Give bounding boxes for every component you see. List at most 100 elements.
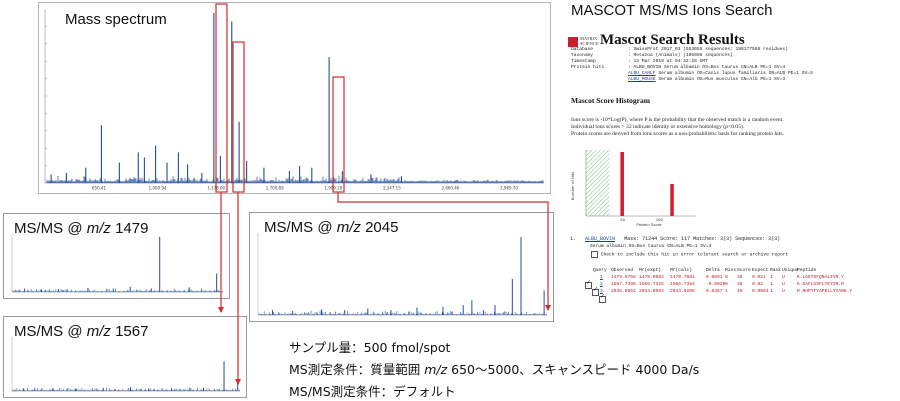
protein-hit-3: ALBU_MOUSE Serum albumin OS=Mus musculus…: [628, 77, 786, 82]
table-cell: K.LGEYGFQNALIVR.Y: [797, 275, 844, 280]
msms-title-1479: MS/MS @ m/z 1479: [14, 220, 149, 237]
search-info-row: Timestamp : 13 Mar 2019 at 04:42:25 GMT: [571, 59, 708, 64]
peptide-table: Query Observed Mr(expt) Mr(calc) Delta Miss Sc…: [0, 0, 900, 303]
query-link[interactable]: 3: [600, 289, 603, 294]
main-noise-trace: [46, 175, 544, 183]
msms-panel-2045: MS/MS @ m/z 2045: [249, 212, 554, 322]
hist-y-label: Number of Hits: [570, 172, 575, 201]
main-spectrum-title: Mass spectrum: [65, 11, 167, 28]
search-info-row: Taxonomy : Metazoa (Animals) (106996 sequ…: [571, 53, 733, 58]
table-cell: 1: [770, 289, 773, 294]
table-header: Mr(expt): [639, 268, 662, 273]
hit-description: Serum albumin OS=Bos taurus GN=ALB PE=1 …: [590, 244, 712, 249]
main-spectrum-chart: 650.41 1,000.94 1,378.00 1,700.89 1,999.28 2,…: [44, 9, 544, 191]
hit1-link[interactable]: ALBU_BOVIN: [585, 236, 616, 242]
table-cell: U: [782, 282, 785, 287]
search-info-row: Database : SwissProt 2017_03 (553655 sequ…: [571, 47, 788, 52]
table-cell: 2044.0593: [639, 289, 664, 294]
main-x-tick-label: 1,999.28: [324, 186, 342, 191]
table-cell: 40: [737, 289, 743, 294]
table-header: Unique: [782, 268, 799, 273]
table-header: Mr(calc): [670, 268, 693, 273]
msms-title-1567: MS/MS @ m/z 1567: [14, 323, 149, 340]
table-cell: 2045.0664: [611, 289, 636, 294]
table-cell: 0.0084: [752, 289, 769, 294]
table-header: Delta: [706, 268, 720, 273]
results-title: Mascot Search Results: [600, 32, 745, 48]
main-spectrum-panel: 650.41 1,000.94 1,378.00 1,700.89 1,999.28 2,…: [38, 2, 551, 194]
query-link[interactable]: 1: [600, 275, 603, 280]
table-cell: 38: [737, 275, 743, 280]
search-info-key: Protein hits: [571, 65, 605, 70]
note-msms-conditions: MS/MS測定条件：デフォルト: [289, 384, 456, 399]
table-cell: 0.021: [752, 275, 766, 280]
msms-panel-1479: MS/MS @ m/z 1479: [3, 213, 230, 299]
search-info-row: Protein hits : ALBU_BOVIN Serum albumin O…: [571, 65, 785, 70]
table-header: Query: [593, 268, 607, 273]
threshold-region: [586, 150, 610, 216]
hist-bar: [620, 152, 624, 216]
main-x-tick-label: 1,378.00: [207, 186, 225, 191]
table-header: Expect: [752, 268, 769, 273]
row-include-checkbox[interactable]: [592, 287, 599, 296]
table-cell: 2044.0206: [670, 289, 695, 294]
table-header: Observed: [611, 268, 634, 273]
matrix-science-logo-icon: [568, 37, 578, 47]
hist-x-tick: 50: [620, 217, 625, 222]
main-x-tick-label: 650.41: [92, 186, 106, 191]
table-cell: 1478.0683: [639, 275, 664, 280]
search-info-value: : 13 Mar 2019 at 04:42:25 GMT: [628, 59, 708, 64]
msms-panel-1567: MS/MS @ m/z 1567: [3, 316, 247, 398]
score-histogram: Number of Hits Protein Score 50 100: [570, 150, 696, 226]
error-tolerant-checkbox[interactable]: [591, 251, 598, 258]
table-header: Rank: [770, 268, 782, 273]
error-tolerant-row: Check to include this hit in error toler…: [591, 251, 788, 258]
table-cell: 1478.7881: [670, 275, 695, 280]
table-header: Score: [737, 268, 751, 273]
table-cell: U: [782, 275, 785, 280]
table-cell: 1: [725, 289, 728, 294]
histogram-description: Ions score is -10*Log(P), where P is the…: [571, 117, 784, 137]
search-info-key: Timestamp: [571, 59, 596, 64]
msms-noise-trace: [12, 387, 240, 391]
hist-x-tick: 100: [656, 217, 664, 222]
table-cell: 0: [725, 275, 728, 280]
table-cell: K.DAFLGSFLYEYSR.R: [797, 282, 844, 287]
msms-title-2045: MS/MS @ m/z 2045: [264, 219, 399, 236]
msms-noise-trace: [12, 288, 223, 292]
hit2-link[interactable]: ALBU_CANLF: [628, 71, 656, 76]
main-x-tick-label: 2,347.15: [383, 186, 401, 191]
main-x-tick-label: 1,000.94: [149, 186, 167, 191]
protein-hit-2: ALBU_CANLF Serum albumin OS=Canis lupus …: [628, 71, 813, 76]
row-include-checkbox[interactable]: [585, 280, 592, 289]
main-x-tick-label: 2,660.46: [442, 186, 460, 191]
query-link[interactable]: 2: [600, 282, 603, 287]
search-info-key: Database: [571, 47, 594, 52]
histogram-title: Mascot Score Histogram: [571, 96, 651, 105]
table-cell: 0.0387: [706, 289, 723, 294]
msms-chart-1567: [11, 337, 240, 392]
table-cell: 1566.7325: [639, 282, 664, 287]
hit3-link[interactable]: ALBU_MOUSE: [628, 77, 656, 82]
table-cell: 1567.7398: [611, 282, 636, 287]
hist-bar: [670, 184, 674, 216]
table-cell: 1: [770, 282, 773, 287]
search-info-value: : ALBU_BOVIN Serum albumin OS=Bos taurus…: [628, 65, 786, 70]
table-cell: 38: [737, 282, 743, 287]
search-info-key: Taxonomy: [571, 53, 594, 58]
table-cell: -0.0029: [706, 282, 726, 287]
row-include-checkbox[interactable]: [599, 294, 606, 303]
logo-text: MATRIX SCIENCE: [580, 36, 599, 46]
search-info-value: : SwissProt 2017_03 (553655 sequences; 1…: [628, 47, 788, 52]
table-cell: 0.02: [752, 282, 764, 287]
table-cell: 0: [725, 282, 728, 287]
hit-summary: 1. ALBU_BOVIN Mass: 71244 Score: 117 Mat…: [570, 236, 781, 242]
main-x-tick-label: 1,700.89: [266, 186, 284, 191]
table-cell: 1: [770, 275, 773, 280]
table-cell: R.RHPYFYAPELLYYANK.Y: [797, 289, 853, 294]
main-x-tick-label: 2,969.70: [500, 186, 518, 191]
search-info-value: : Metazoa (Animals) (106996 sequences): [628, 53, 733, 58]
note-sample-amount: サンプル量：500 fmol/spot: [289, 340, 451, 355]
table-cell: U: [782, 289, 785, 294]
table-header: Peptide: [797, 268, 817, 273]
